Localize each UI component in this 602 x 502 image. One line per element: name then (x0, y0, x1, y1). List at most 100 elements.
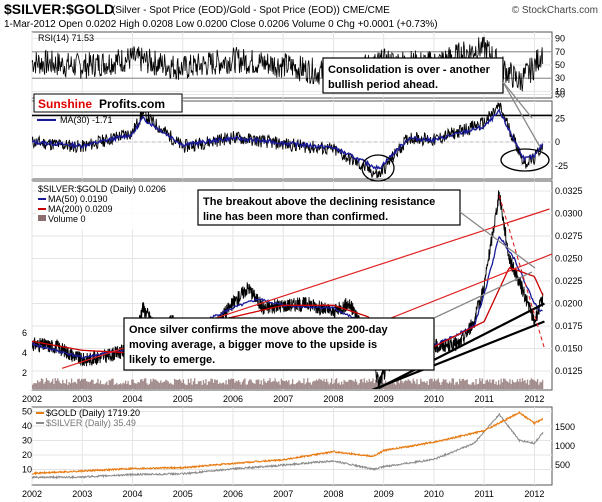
volume-bar (339, 384, 342, 389)
ma200-line (32, 266, 544, 354)
volume-bar (151, 381, 153, 389)
volume-bar (459, 378, 461, 389)
volume-bar (508, 382, 510, 389)
volume-bar (312, 381, 314, 389)
volume-bar (470, 384, 472, 389)
volume-bar (302, 383, 304, 389)
volume-bar (337, 383, 339, 389)
volume-bar (217, 384, 220, 389)
volume-bar (201, 384, 203, 389)
volume-bar (73, 381, 75, 389)
volume-bar (273, 381, 275, 389)
volume-bar (519, 378, 521, 389)
gs-left-tick-label: 50 (22, 407, 32, 417)
x-tick-label: 2008 (323, 394, 343, 404)
volume-bar (516, 379, 519, 389)
volume-bar (67, 384, 69, 389)
volume-bar (224, 384, 226, 389)
volume-bar (129, 384, 132, 389)
volume-bar (106, 381, 108, 389)
volume-bar (396, 379, 398, 389)
volume-bar (122, 382, 124, 389)
volume-bar (87, 381, 89, 389)
volume-bar (357, 384, 359, 389)
volume-bar (461, 379, 463, 389)
volume-bar (63, 383, 65, 389)
volume-bar (332, 384, 334, 389)
gold-silver-legend: $GOLD (Daily) 1719.20 $SILVER (Daily) 35… (36, 408, 140, 428)
volume-bar (346, 382, 348, 389)
volume-bar (387, 381, 389, 389)
volume-bar (362, 382, 364, 389)
upper-support-line (378, 302, 545, 389)
volume-bar (271, 381, 274, 389)
x-tick-label: 2006 (223, 394, 243, 404)
volume-bar (323, 378, 325, 389)
volume-bar (408, 380, 411, 389)
volume-bar (314, 381, 316, 389)
x-tick-label: 2012 (524, 394, 544, 404)
volume-bar (264, 381, 266, 389)
volume-bar (460, 380, 462, 389)
volume-bar (196, 383, 198, 389)
volume-bar (200, 380, 202, 389)
volume-bar (128, 384, 131, 389)
ppo-oscillator-line (32, 102, 544, 178)
volume-bar (211, 379, 213, 389)
x-tick-label: 2011 (474, 489, 493, 499)
volume-bars (32, 378, 544, 389)
x-tick-label: 2002 (22, 394, 42, 404)
ppo-legend: MA(30) -1.71 (37, 115, 113, 125)
volume-bar (52, 378, 54, 389)
volume-bar (260, 380, 262, 389)
volume-bar (133, 382, 136, 389)
volume-bar (117, 384, 119, 389)
volume-bar (38, 382, 40, 389)
volume-bar (123, 383, 125, 389)
x-tick-label: 2007 (273, 489, 293, 499)
volume-bar (235, 380, 237, 389)
volume-bar (226, 384, 228, 389)
volume-bar (349, 379, 352, 389)
volume-bar (88, 382, 90, 389)
volume-bar (96, 382, 98, 389)
volume-bar (391, 383, 393, 389)
volume-bar (376, 378, 378, 389)
volume-bar (503, 378, 505, 389)
x-tick-label: 2006 (223, 489, 243, 499)
rsi-y-tick-label: 70 (555, 47, 565, 57)
volume-bar (310, 384, 313, 389)
volume-bar (283, 381, 285, 389)
volume-bar (269, 378, 271, 389)
ma30-legend-label: MA(30) -1.71 (60, 115, 113, 125)
volume-bar (299, 381, 301, 389)
volume-bar (143, 378, 146, 389)
volume-bar (480, 381, 482, 389)
volume-bar (417, 384, 419, 389)
annotation-confirm-line3: likely to emerge. (129, 354, 215, 366)
x-tick-label: 2005 (173, 489, 193, 499)
volume-bar (446, 382, 448, 389)
volume-bar (124, 380, 127, 389)
volume-bar (210, 378, 212, 389)
volume-bar (86, 381, 88, 389)
gold-line (32, 410, 544, 476)
volume-bar (422, 381, 424, 389)
volume-bar (295, 383, 298, 389)
volume-bar (489, 379, 491, 389)
volume-bar (420, 378, 422, 389)
volume-bar (59, 382, 61, 389)
chart-description: (Silver - Spot Price (EOD)/Gold - Spot P… (112, 5, 390, 16)
volume-bar (175, 379, 177, 389)
price-y-tick-label: 0.0125 (555, 366, 583, 376)
volume-bar (91, 379, 93, 389)
volume-bar (111, 378, 113, 389)
volume-bar (142, 381, 144, 389)
gs-left-tick-label: 10 (22, 465, 32, 475)
volume-bar (368, 378, 370, 389)
volume-bar (342, 384, 344, 389)
annotation-confirm-line1: Once silver confirms the move above the … (129, 324, 388, 336)
x-tick-label: 2005 (173, 394, 193, 404)
annotation-breakout-line2: line has been more than confirmed. (203, 211, 388, 223)
